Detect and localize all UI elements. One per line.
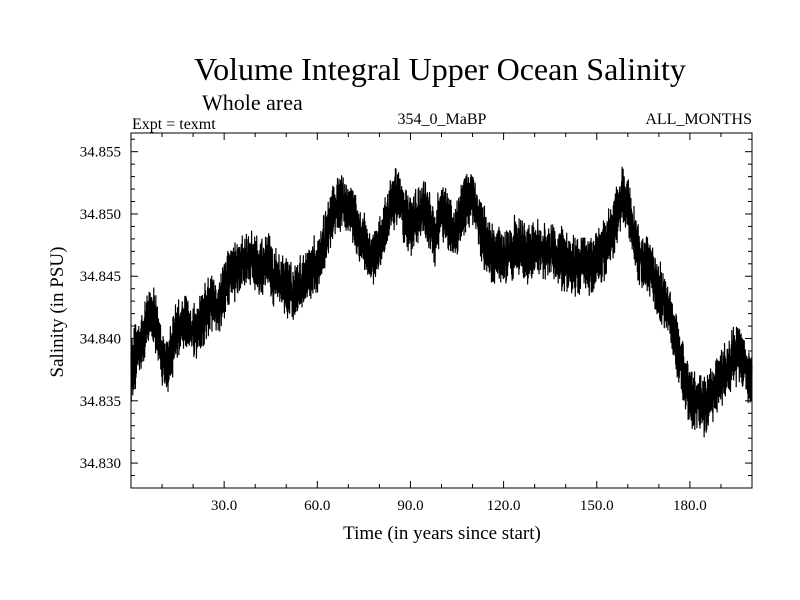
y-tick-label: 34.840 <box>80 332 121 348</box>
chart-subtitle: Whole area <box>202 90 303 115</box>
y-tick-label: 34.835 <box>80 394 121 410</box>
months-label: ALL_MONTHS <box>645 111 752 128</box>
x-tick-label: 120.0 <box>487 498 521 514</box>
y-tick-label: 34.855 <box>80 145 121 161</box>
plot-area: 30.0 60.0 90.0 120.0 150.0 180.0 34.830 34.835 3… <box>80 132 753 514</box>
x-tick-label: 60.0 <box>304 498 330 514</box>
x-tick-label: 180.0 <box>673 498 707 514</box>
x-tick-label: 30.0 <box>211 498 237 514</box>
y-tick-label: 34.830 <box>80 456 121 472</box>
period-label: 354_0_MaBP <box>398 111 487 128</box>
series-line <box>130 166 753 438</box>
x-axis-label: Time (in years since start) <box>343 523 541 544</box>
x-tick-label: 90.0 <box>397 498 423 514</box>
y-axis-label: Salinity (in PSU) <box>47 247 68 378</box>
experiment-label: Expt = texmt <box>132 116 216 133</box>
x-tick-label: 150.0 <box>580 498 614 514</box>
y-tick-label: 34.850 <box>80 207 121 223</box>
y-tick-label: 34.845 <box>80 269 121 285</box>
chart-title: Volume Integral Upper Ocean Salinity <box>194 51 686 87</box>
